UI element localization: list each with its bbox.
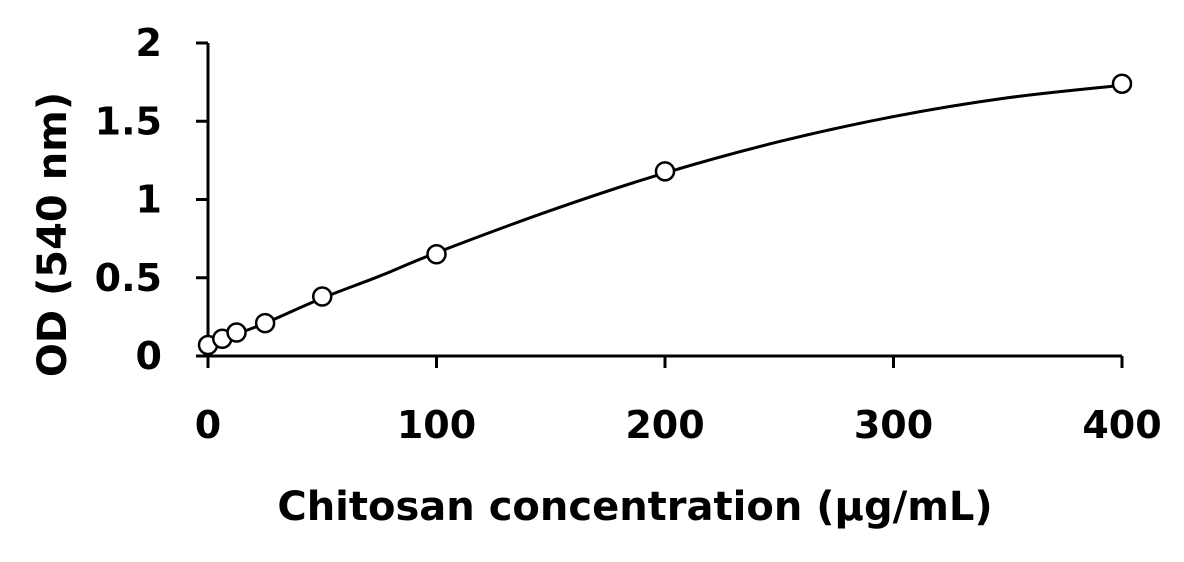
- y-tick-label: 0.5: [95, 256, 162, 300]
- data-point: [254, 312, 276, 334]
- y-tick-label: 1: [136, 178, 162, 222]
- y-tick-label: 0: [136, 334, 162, 378]
- y-axis-title: OD (540 nm): [30, 92, 76, 377]
- data-point: [654, 161, 676, 182]
- y-tick-label: 1.5: [95, 99, 162, 143]
- x-ticks: 0 100 200 300 400: [195, 356, 1162, 447]
- x-tick-label: 0: [195, 403, 221, 447]
- fit-curve: [207, 83, 1123, 348]
- y-tick-label: 2: [136, 21, 162, 65]
- data-points: [197, 73, 1133, 356]
- data-point: [426, 244, 447, 265]
- x-tick-label: 200: [625, 403, 704, 447]
- x-tick-label: 300: [854, 403, 933, 447]
- data-point: [226, 322, 247, 343]
- x-tick-label: 100: [397, 403, 476, 447]
- x-tick-label: 400: [1082, 403, 1161, 447]
- data-point: [1111, 73, 1133, 94]
- x-axis-title: Chitosan concentration (µg/mL): [277, 484, 992, 530]
- data-point: [312, 286, 333, 307]
- axes: [206, 43, 1122, 358]
- y-ticks: 0 0.5 1 1.5 2: [95, 21, 208, 378]
